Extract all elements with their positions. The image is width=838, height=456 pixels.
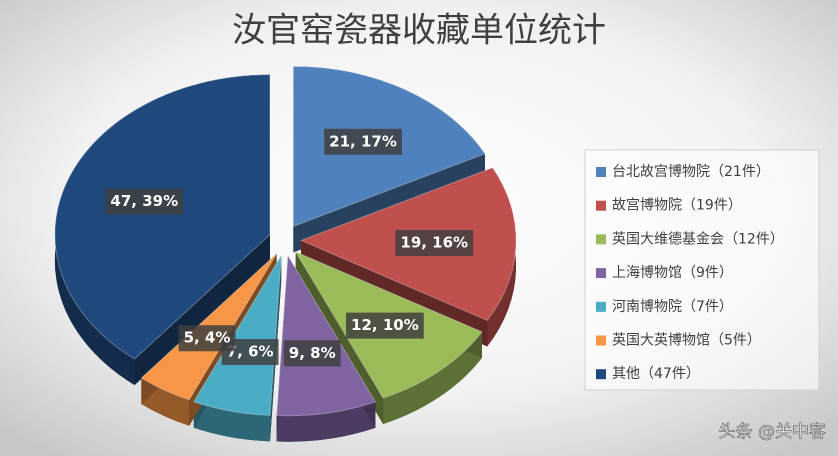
data-label: 5, 4%	[178, 325, 236, 352]
legend-swatch	[596, 200, 606, 211]
legend-swatch	[596, 268, 606, 279]
legend-label: 故宫博物院（19件）	[612, 197, 742, 214]
data-label-text: 21, 17%	[329, 132, 397, 150]
slice	[193, 255, 282, 416]
slice	[276, 254, 377, 417]
data-label-text: 19, 16%	[400, 234, 468, 252]
data-label: 21, 17%	[324, 128, 402, 155]
slice-wall	[134, 234, 270, 386]
slice-side	[193, 401, 271, 442]
legend-swatch	[596, 167, 606, 177]
data-label-bg	[105, 188, 184, 215]
data-label-bg	[178, 325, 236, 352]
data-label-text: 5, 4%	[184, 329, 231, 347]
data-label: 12, 10%	[346, 312, 424, 339]
legend-label: 台北故宫博物院（21件）	[612, 163, 770, 180]
legend-label: 英国大英博物馆（5件）	[612, 332, 761, 349]
slice-side	[276, 401, 376, 442]
legend-box	[584, 149, 820, 391]
slice	[54, 74, 271, 360]
legend-swatch	[596, 234, 606, 245]
data-label-bg	[395, 230, 474, 257]
legend-swatch	[596, 335, 606, 346]
data-label: 47, 39%	[105, 188, 184, 215]
data-label-bg	[283, 340, 341, 367]
legend-label: 上海博物馆（9件）	[612, 264, 733, 281]
legend-swatch	[596, 369, 606, 380]
data-label-text: 12, 10%	[351, 316, 419, 334]
legend-label: 河南博物院（7件）	[612, 298, 733, 315]
data-label-text: 47, 39%	[110, 192, 178, 210]
legend-label: 英国大维德基金会（12件）	[612, 230, 784, 247]
data-label-text: 9, 8%	[289, 344, 336, 362]
data-label-text: 7, 6%	[227, 343, 274, 361]
chart-title: 汝官窑瓷器收藏单位统计	[232, 11, 606, 51]
data-label: 9, 8%	[283, 340, 341, 367]
slice-side	[383, 331, 482, 425]
data-label-bg	[324, 128, 402, 155]
legend-swatch	[596, 301, 606, 312]
watermark: 头条 @关中客	[719, 422, 826, 442]
data-label-bg	[346, 312, 424, 339]
legend-label: 其他（47件）	[612, 366, 700, 382]
data-label: 19, 16%	[395, 230, 474, 257]
